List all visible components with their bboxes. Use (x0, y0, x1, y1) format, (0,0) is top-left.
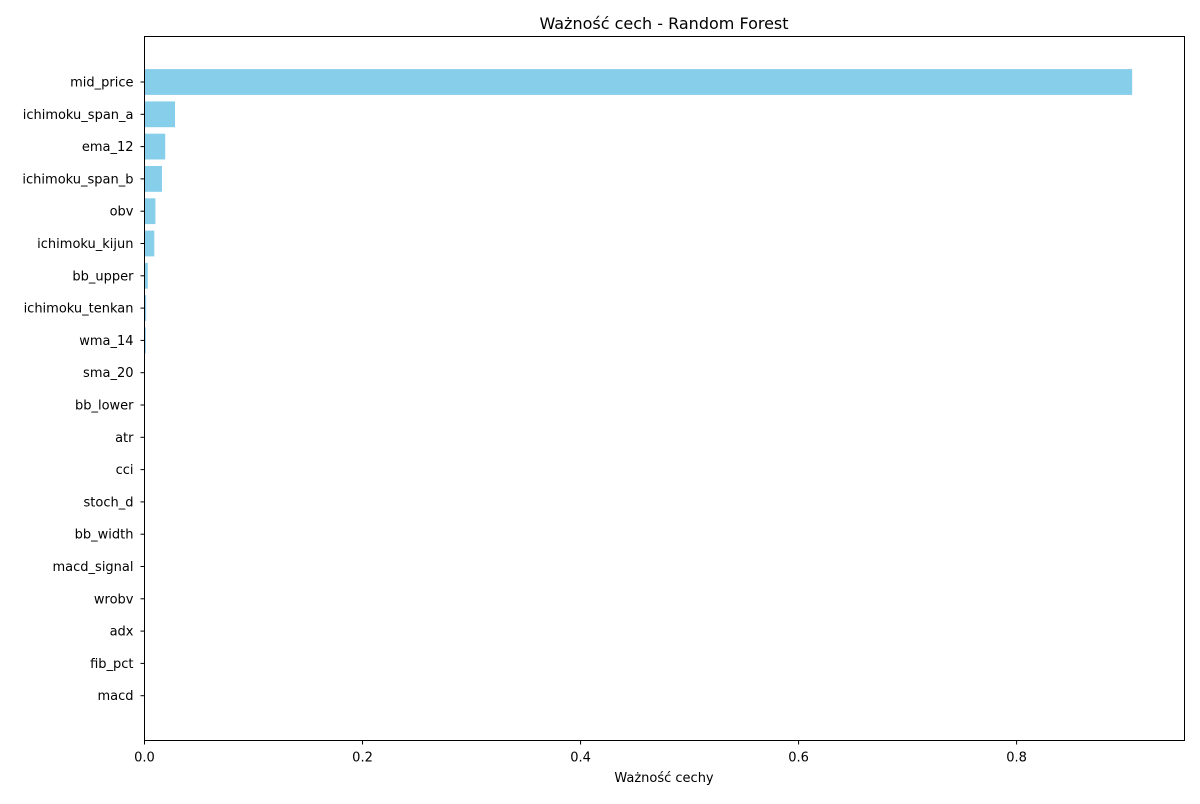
x-tick-label: 0.6 (788, 751, 809, 766)
y-axis-ticks: mid_price ichimoku_span_a ema_12 ichimoku_s… (22, 76, 144, 705)
y-tick-label-adx: adx (110, 625, 134, 640)
y-tick-label-bb-upper: bb_upper (72, 269, 134, 284)
y-tick-label-macd-signal: macd_signal (53, 560, 134, 575)
y-tick-label-bb-width: bb_width (75, 528, 134, 543)
chart-title: Ważność cech - Random Forest (539, 14, 788, 33)
x-tick-label: 0.2 (352, 751, 373, 766)
y-tick-label-cci: cci (116, 463, 134, 478)
bars-layer (145, 69, 1133, 709)
x-tick-label: 0.8 (1006, 751, 1027, 766)
y-tick-label-sma-20: sma_20 (83, 366, 133, 381)
x-tick-label: 0.4 (570, 751, 591, 766)
bar-ichimoku-span-b (145, 166, 162, 192)
y-tick-label-wma-14: wma_14 (79, 334, 133, 349)
y-tick-label-macd: macd (97, 689, 133, 704)
bar-ichimoku-kijun (145, 231, 155, 257)
y-tick-label-wrobv: wrobv (94, 592, 134, 607)
x-tick-label: 0.0 (134, 751, 155, 766)
bar-obv (145, 198, 156, 224)
y-tick-label-ichimoku-kijun: ichimoku_kijun (37, 237, 133, 252)
y-tick-label-ichimoku-span-b: ichimoku_span_b (22, 172, 133, 187)
x-axis-label: Ważność cechy (614, 771, 714, 786)
y-tick-label-fib-pct: fib_pct (90, 657, 133, 672)
bar-mid-price (145, 69, 1133, 95)
y-tick-label-mid-price: mid_price (70, 76, 133, 91)
y-tick-label-ichimoku-tenkan: ichimoku_tenkan (24, 302, 134, 317)
bar-ichimoku-span-a (145, 101, 176, 127)
y-tick-label-ichimoku-span-a: ichimoku_span_a (23, 108, 134, 123)
y-tick-label-stoch-d: stoch_d (84, 495, 134, 510)
y-tick-label-atr: atr (115, 431, 134, 446)
y-tick-label-obv: obv (110, 205, 134, 220)
y-tick-label-ema-12: ema_12 (82, 140, 134, 155)
bar-ema-12 (145, 134, 166, 160)
plot-frame (145, 37, 1185, 741)
x-axis-ticks: 0.0 0.2 0.4 0.6 0.8 (134, 741, 1027, 766)
y-tick-label-bb-lower: bb_lower (75, 399, 134, 414)
